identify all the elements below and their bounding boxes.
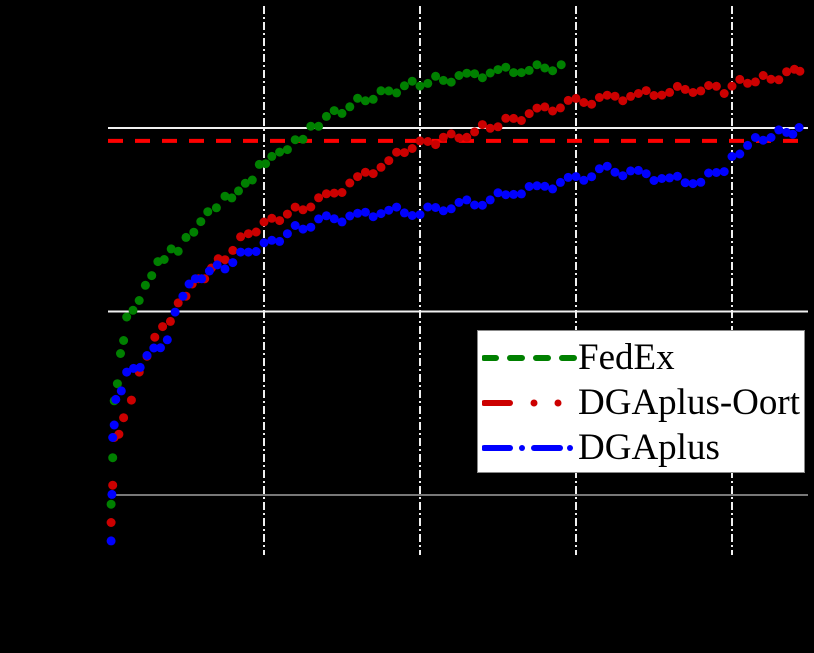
legend-label: FedEx [578,337,675,378]
legend-label: DGAplus-Oort [578,382,800,423]
legend-item-dgaplus-oort: DGAplus-Oort [478,381,804,425]
green-dashed-line-icon [482,355,577,361]
legend-item-dgaplus: DGAplus [478,426,804,470]
legend-item-fedex: FedEx [478,336,804,380]
series-fedex [106,60,566,509]
data-series [106,60,805,546]
red-dashdot-line-icon [482,399,562,407]
blue-dashdot-line-icon [482,445,573,451]
grid-lines [108,6,808,555]
legend: FedEx DGAplus-Oort DGAplus [477,330,805,473]
legend-label: DGAplus [578,427,720,468]
series-dgaplus [106,123,804,546]
